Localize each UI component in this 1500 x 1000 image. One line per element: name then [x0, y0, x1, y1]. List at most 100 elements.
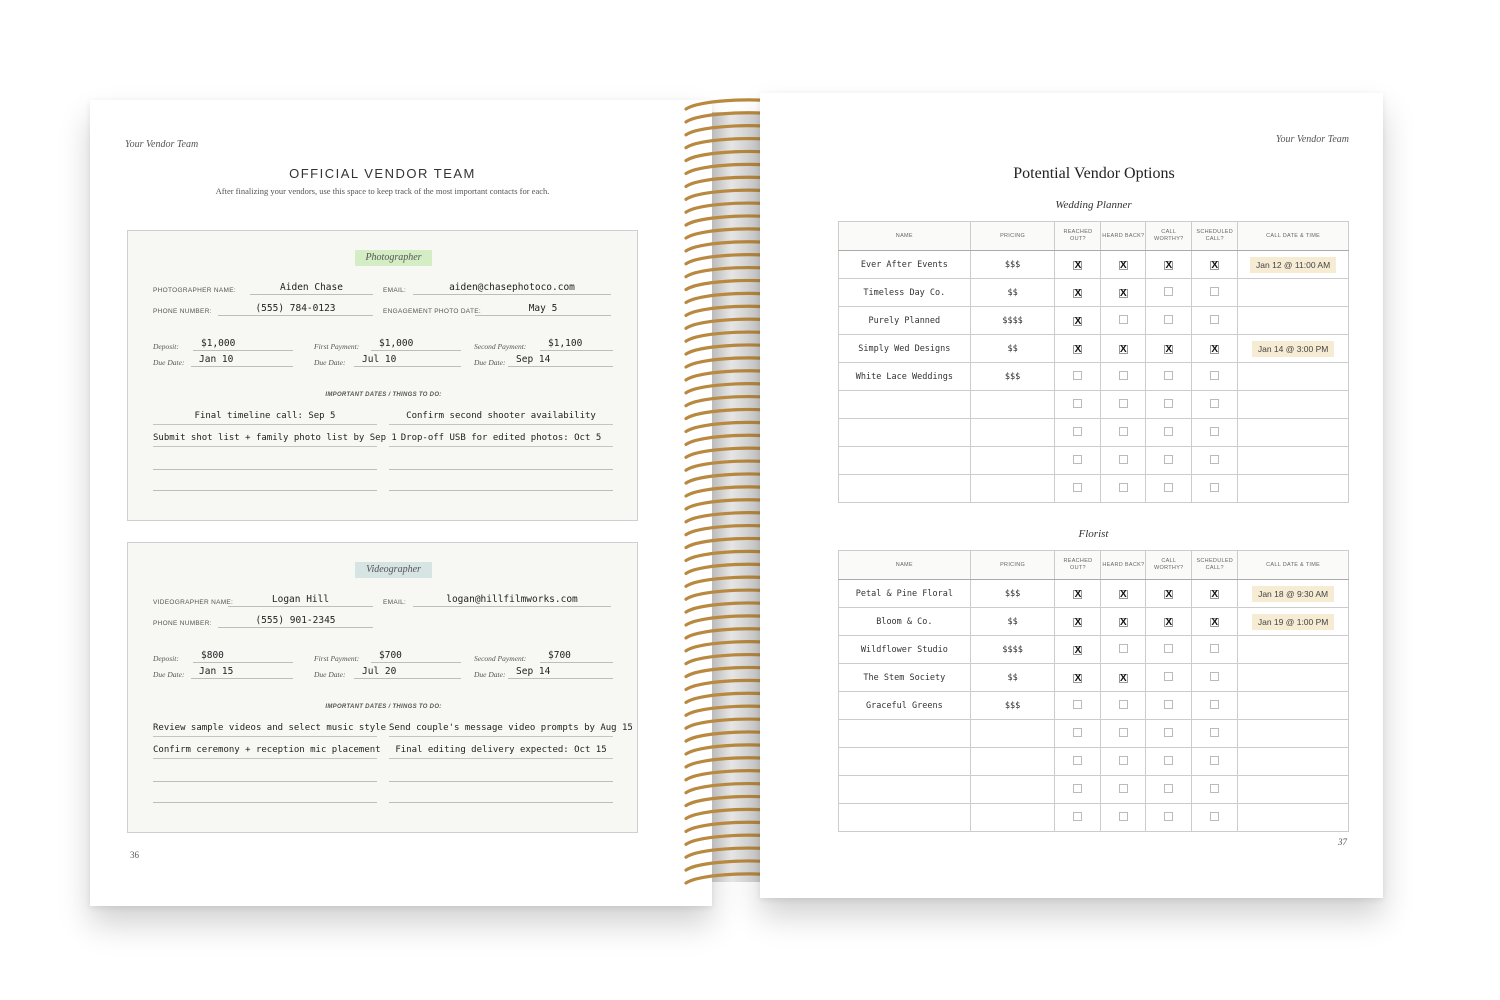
call-worthy-checkbox[interactable] [1164, 700, 1174, 709]
reached-out-checkbox[interactable] [1073, 399, 1083, 408]
vendor-name-cell[interactable]: Petal & Pine Floral [838, 579, 971, 608]
scheduled-call-checkbox[interactable] [1210, 644, 1220, 653]
vendor-name-cell[interactable]: Simply Wed Designs [838, 334, 971, 363]
reached-out-checkbox[interactable]: X [1073, 343, 1083, 355]
call-worthy-checkbox[interactable] [1164, 427, 1174, 436]
pricing-cell[interactable] [969, 418, 1056, 447]
heard-back-checkbox[interactable]: X [1118, 287, 1128, 299]
scheduled-call-checkbox[interactable]: X [1210, 259, 1220, 271]
heard-back-checkbox[interactable]: X [1118, 616, 1128, 628]
reached-out-checkbox[interactable]: X [1073, 672, 1083, 684]
pricing-cell[interactable] [969, 775, 1056, 804]
scheduled-call-checkbox[interactable]: X [1210, 343, 1220, 355]
heard-back-checkbox[interactable] [1118, 455, 1128, 464]
scheduled-call-checkbox[interactable] [1210, 756, 1220, 765]
call-worthy-checkbox[interactable] [1164, 644, 1174, 653]
vendor-name-cell[interactable]: Bloom & Co. [838, 607, 971, 636]
vendor-name-cell[interactable] [838, 775, 971, 804]
vendor-name-cell[interactable]: Ever After Events [838, 250, 971, 279]
vendor-name-cell[interactable] [838, 390, 971, 419]
call-worthy-checkbox[interactable] [1164, 315, 1174, 324]
reached-out-checkbox[interactable]: X [1073, 315, 1083, 327]
pricing-cell[interactable]: $$ [969, 278, 1056, 307]
call-worthy-checkbox[interactable] [1164, 728, 1174, 737]
heard-back-checkbox[interactable] [1118, 427, 1128, 436]
pricing-cell[interactable] [969, 390, 1056, 419]
vendor-name-cell[interactable]: Purely Planned [838, 306, 971, 335]
scheduled-call-checkbox[interactable] [1210, 784, 1220, 793]
vendor-name-cell[interactable] [838, 446, 971, 475]
pricing-cell[interactable] [969, 474, 1056, 503]
heard-back-checkbox[interactable]: X [1118, 343, 1128, 355]
call-worthy-checkbox[interactable] [1164, 399, 1174, 408]
scheduled-call-checkbox[interactable]: X [1210, 616, 1220, 628]
heard-back-checkbox[interactable]: X [1118, 259, 1128, 271]
reached-out-checkbox[interactable] [1073, 812, 1083, 821]
call-worthy-checkbox[interactable] [1164, 812, 1174, 821]
heard-back-checkbox[interactable] [1118, 700, 1128, 709]
call-worthy-checkbox[interactable] [1164, 371, 1174, 380]
pricing-cell[interactable] [969, 747, 1056, 776]
scheduled-call-checkbox[interactable] [1210, 700, 1220, 709]
scheduled-call-checkbox[interactable] [1210, 483, 1220, 492]
call-worthy-checkbox[interactable] [1164, 784, 1174, 793]
reached-out-checkbox[interactable] [1073, 483, 1083, 492]
call-worthy-checkbox[interactable]: X [1164, 616, 1174, 628]
pricing-cell[interactable] [969, 719, 1056, 748]
heard-back-checkbox[interactable] [1118, 483, 1128, 492]
reached-out-checkbox[interactable]: X [1073, 644, 1083, 656]
pricing-cell[interactable]: $$$$ [969, 635, 1056, 664]
scheduled-call-checkbox[interactable] [1210, 455, 1220, 464]
reached-out-checkbox[interactable] [1073, 756, 1083, 765]
reached-out-checkbox[interactable] [1073, 427, 1083, 436]
reached-out-checkbox[interactable]: X [1073, 259, 1083, 271]
call-date-highlight[interactable]: Jan 18 @ 9:30 AM [1252, 585, 1335, 602]
vendor-name-cell[interactable] [838, 803, 971, 832]
call-worthy-checkbox[interactable] [1164, 287, 1174, 296]
heard-back-checkbox[interactable] [1118, 315, 1128, 324]
vendor-name-cell[interactable]: The Stem Society [838, 663, 971, 692]
vendor-name-cell[interactable] [838, 747, 971, 776]
reached-out-checkbox[interactable]: X [1073, 287, 1083, 299]
pricing-cell[interactable] [969, 803, 1056, 832]
reached-out-checkbox[interactable]: X [1073, 616, 1083, 628]
heard-back-checkbox[interactable]: X [1118, 588, 1128, 600]
call-date-highlight[interactable]: Jan 12 @ 11:00 AM [1250, 256, 1337, 273]
call-date-highlight[interactable]: Jan 14 @ 3:00 PM [1251, 340, 1335, 357]
vendor-name-cell[interactable]: Wildflower Studio [838, 635, 971, 664]
reached-out-checkbox[interactable]: X [1073, 588, 1083, 600]
vendor-name-cell[interactable] [838, 418, 971, 447]
vendor-name-cell[interactable] [838, 474, 971, 503]
call-worthy-checkbox[interactable]: X [1164, 588, 1174, 600]
heard-back-checkbox[interactable] [1118, 784, 1128, 793]
scheduled-call-checkbox[interactable] [1210, 427, 1220, 436]
reached-out-checkbox[interactable] [1073, 784, 1083, 793]
pricing-cell[interactable]: $$ [969, 663, 1056, 692]
scheduled-call-checkbox[interactable] [1210, 728, 1220, 737]
heard-back-checkbox[interactable] [1118, 644, 1128, 653]
pricing-cell[interactable]: $$$ [969, 362, 1056, 391]
reached-out-checkbox[interactable] [1073, 728, 1083, 737]
reached-out-checkbox[interactable] [1073, 700, 1083, 709]
vendor-name-cell[interactable]: Timeless Day Co. [838, 278, 971, 307]
call-worthy-checkbox[interactable] [1164, 672, 1174, 681]
scheduled-call-checkbox[interactable]: X [1210, 588, 1220, 600]
pricing-cell[interactable]: $$$ [969, 579, 1056, 608]
call-date-highlight[interactable]: Jan 19 @ 1:00 PM [1251, 613, 1335, 630]
heard-back-checkbox[interactable] [1118, 728, 1128, 737]
call-worthy-checkbox[interactable]: X [1164, 259, 1174, 271]
scheduled-call-checkbox[interactable] [1210, 315, 1220, 324]
vendor-name-cell[interactable] [838, 719, 971, 748]
pricing-cell[interactable]: $$$ [969, 250, 1056, 279]
pricing-cell[interactable]: $$ [969, 607, 1056, 636]
scheduled-call-checkbox[interactable] [1210, 399, 1220, 408]
heard-back-checkbox[interactable] [1118, 399, 1128, 408]
vendor-name-cell[interactable]: White Lace Weddings [838, 362, 971, 391]
heard-back-checkbox[interactable] [1118, 812, 1128, 821]
call-worthy-checkbox[interactable] [1164, 455, 1174, 464]
call-worthy-checkbox[interactable]: X [1164, 343, 1174, 355]
scheduled-call-checkbox[interactable] [1210, 672, 1220, 681]
call-worthy-checkbox[interactable] [1164, 756, 1174, 765]
pricing-cell[interactable]: $$$$ [969, 306, 1056, 335]
pricing-cell[interactable] [969, 446, 1056, 475]
